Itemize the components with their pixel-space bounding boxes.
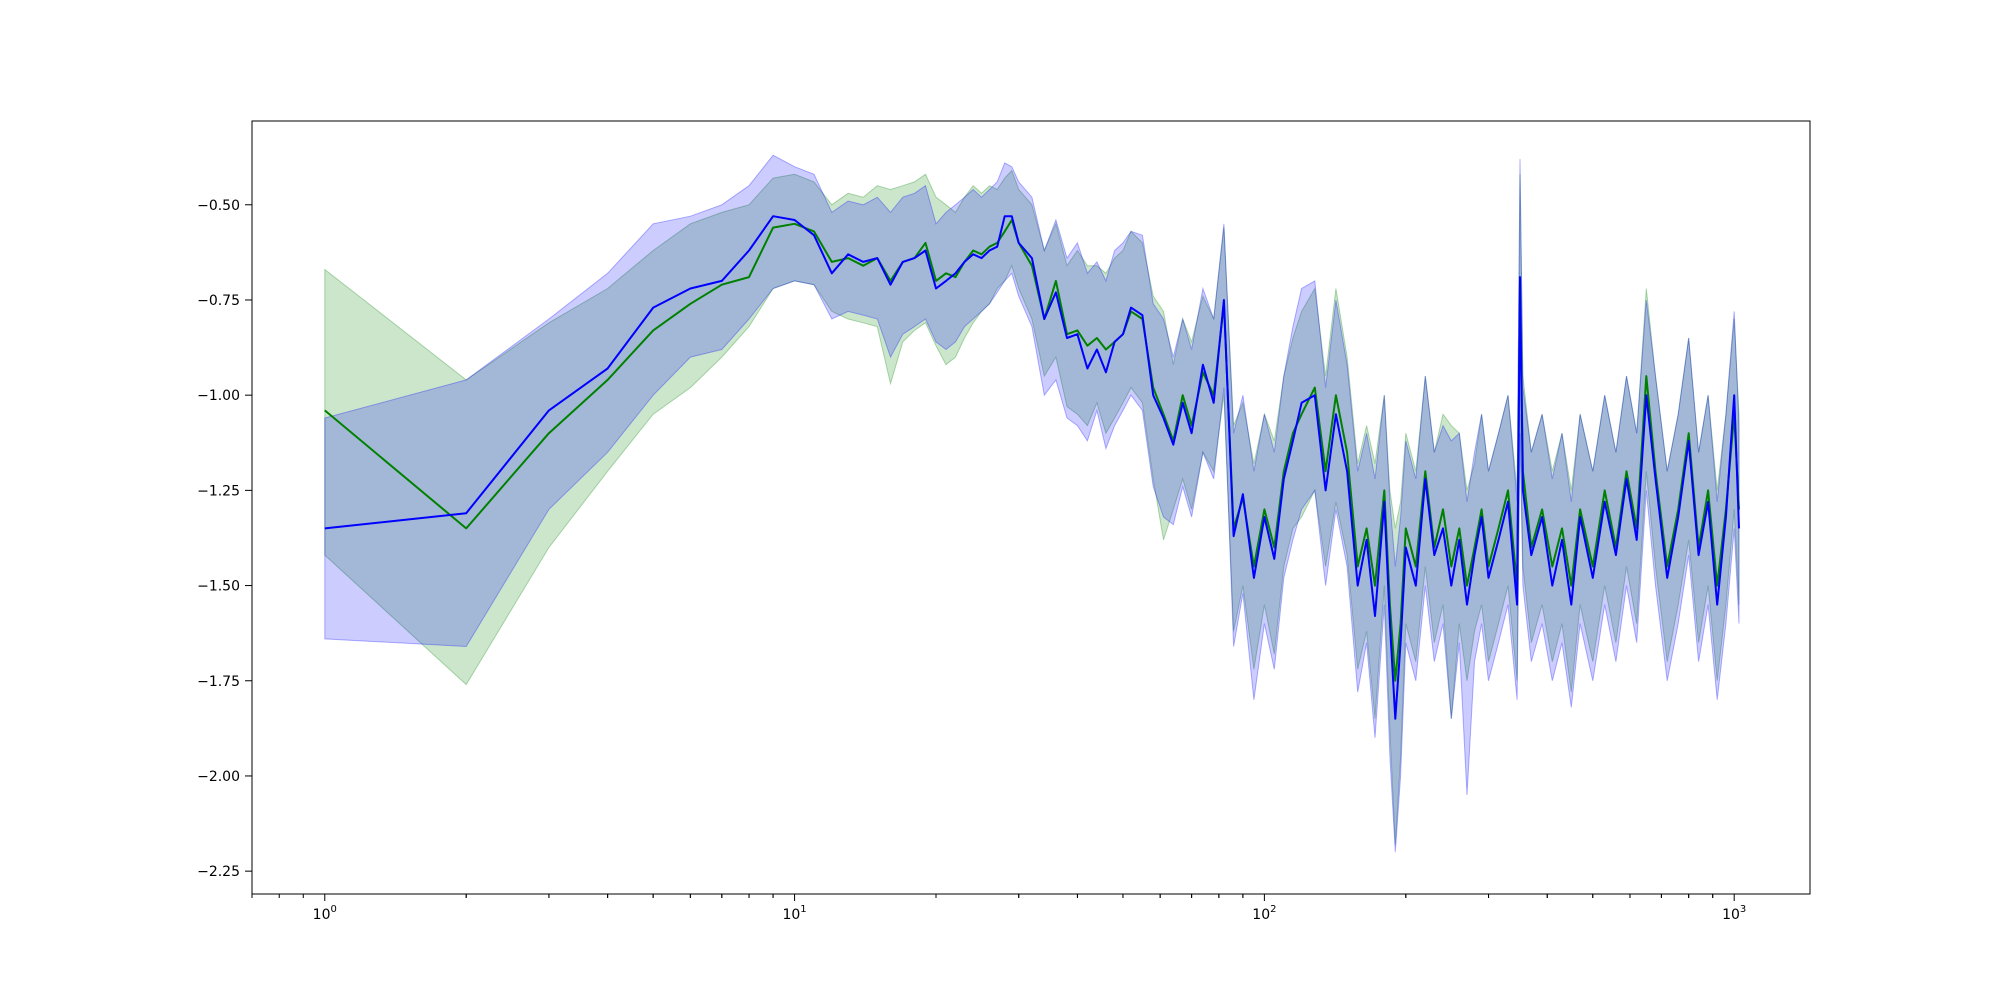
y-tick-label: −1.00 [197,388,240,404]
y-tick-label: −0.50 [197,198,240,214]
series-lines [324,215,1740,720]
y-tick-label: −2.25 [197,864,240,880]
x-axis: 100 101 102 103 [251,894,1746,923]
x-tick-label: 100 [313,904,337,923]
plot-frame [251,120,1811,895]
x-tick-label: 102 [1252,904,1276,923]
series-line-0 [324,219,1740,682]
x-tick-label: 103 [1722,904,1746,923]
y-tick-label: −1.50 [197,579,240,595]
series-line-1 [324,215,1740,720]
confidence-bands [324,154,1740,853]
y-tick-label: −0.75 [197,293,240,309]
y-tick-label: −1.75 [197,674,240,690]
y-axis: −0.50 −0.75 −1.00 −1.25 −1.50 −1.75 −2.00 −2.25 [197,198,252,880]
confidence-band-0 [324,169,1740,845]
confidence-band-1 [324,154,1740,853]
x-tick-label: 101 [782,904,806,923]
y-tick-label: −1.25 [197,483,240,499]
y-tick-label: −2.00 [197,769,240,785]
